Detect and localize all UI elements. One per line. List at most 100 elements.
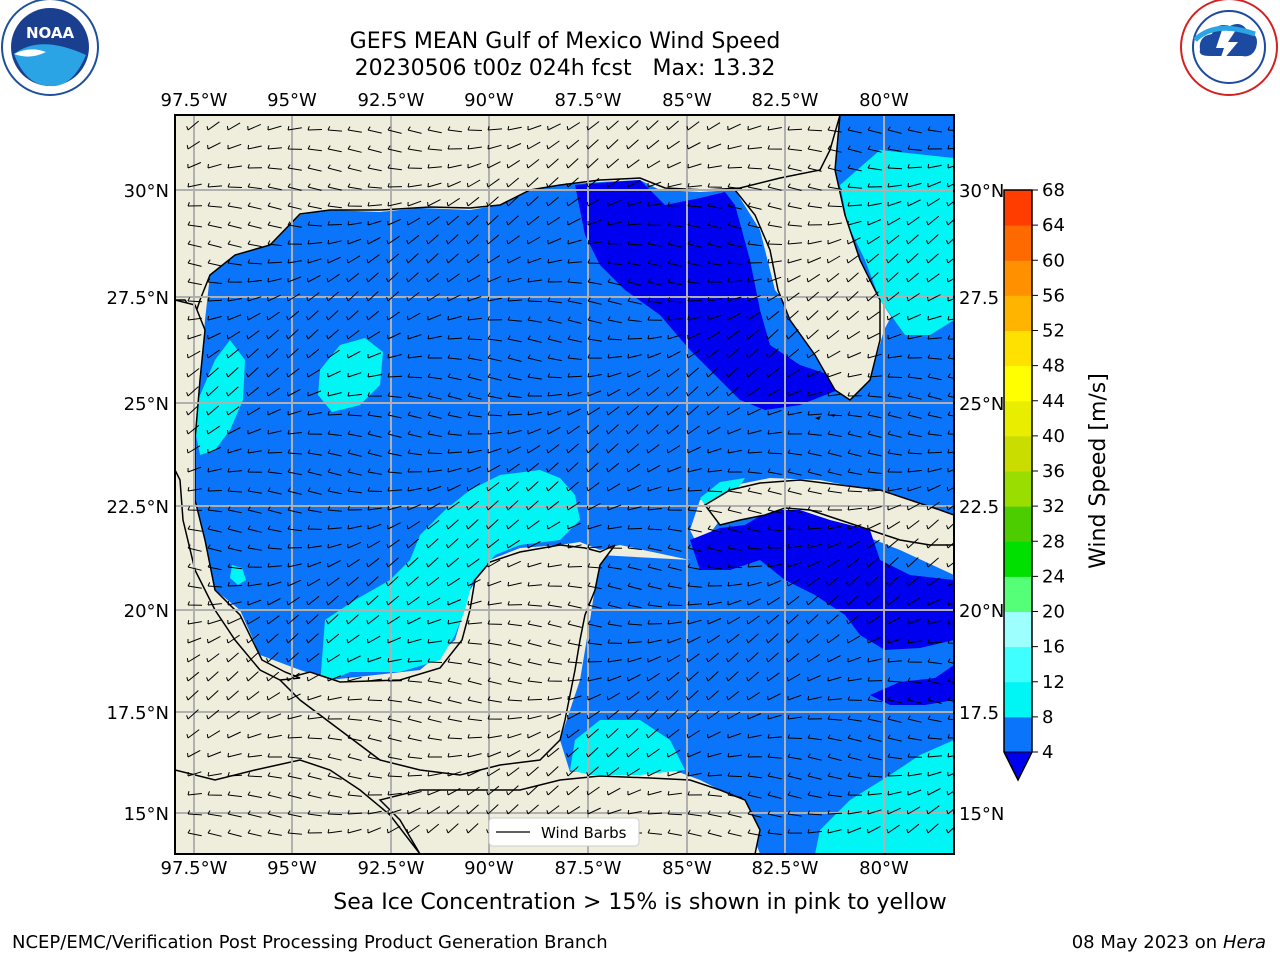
colorbar-frame xyxy=(1003,189,1033,782)
land-mexico-south xyxy=(175,115,421,854)
noaa-logo-text: NOAA xyxy=(26,24,75,42)
lon-label: 87.5°W xyxy=(555,858,622,879)
lon-label: 80°W xyxy=(859,90,909,111)
lat-label: 25°N xyxy=(124,394,169,415)
colorbar-segment xyxy=(1004,611,1032,648)
calm-zone-caribbean xyxy=(870,665,954,705)
colorbar-segment xyxy=(1004,646,1032,683)
colorbar-segment xyxy=(1004,400,1032,437)
footer-date: 08 May 2023 on Hera xyxy=(1072,932,1266,953)
lon-label: 97.5°W xyxy=(161,858,228,879)
lon-label: 95°W xyxy=(267,858,317,879)
colorbar-segment xyxy=(1004,225,1032,261)
lat-label: 22.5°N xyxy=(106,497,169,518)
colorbar-segment xyxy=(1004,681,1032,718)
lat-label: 25°N xyxy=(959,394,1004,415)
wind-barb-field xyxy=(186,120,954,837)
lon-label: 90°W xyxy=(464,858,514,879)
lon-label: 97.5°W xyxy=(161,90,228,111)
lat-label: 15°N xyxy=(124,804,169,825)
lon-label: 92.5°W xyxy=(358,90,425,111)
land-cuba xyxy=(703,479,954,546)
colorbar-segment xyxy=(1004,260,1032,296)
lat-label: 22.5 xyxy=(959,497,999,518)
footer-credit: NCEP/EMC/Verification Post Processing Pr… xyxy=(12,932,608,953)
colorbar-tick-label: 40 xyxy=(1042,426,1065,447)
title-line2: 20230506 t00z 024h fcst Max: 13.32 xyxy=(355,56,776,81)
legend-label: Wind Barbs xyxy=(541,824,627,842)
map-legend: Wind Barbs xyxy=(488,817,640,847)
colorbar-segment xyxy=(1004,576,1032,612)
lat-label: 17.5 xyxy=(959,703,999,724)
lat-label: 17.5°N xyxy=(106,703,169,724)
colorbar-tick-label: 36 xyxy=(1042,461,1065,482)
colorbar-segment xyxy=(1004,365,1032,402)
wind-zone-bay-of-campeche xyxy=(320,470,580,685)
lon-label: 92.5°W xyxy=(358,858,425,879)
colorbar-tick-label: 32 xyxy=(1042,496,1065,517)
noaa-logo-icon: NOAA xyxy=(1,0,99,96)
land-yucatan xyxy=(278,544,616,776)
lon-label: 90°W xyxy=(464,90,514,111)
colorbar-tick-label: 44 xyxy=(1042,391,1065,412)
colorbar-tick-label: 20 xyxy=(1042,602,1065,623)
colorbar-tick-label: 28 xyxy=(1042,531,1065,552)
colorbar-tick-label: 12 xyxy=(1042,672,1065,693)
colorbar-tick-label: 48 xyxy=(1042,356,1065,377)
wind-zone-florida-east xyxy=(840,150,954,335)
sea-ice-note: Sea Ice Concentration > 15% is shown in … xyxy=(333,890,947,915)
colorbar-tick-label: 56 xyxy=(1042,285,1065,306)
lon-label: 82.5°W xyxy=(752,90,819,111)
lon-label: 85°W xyxy=(662,858,712,879)
colorbar-segment xyxy=(1004,295,1032,331)
calm-zone-cuba xyxy=(690,510,954,650)
footer-date-text: 08 May 2023 on xyxy=(1071,932,1218,953)
lon-label: 95°W xyxy=(267,90,317,111)
lon-label: 85°W xyxy=(662,90,712,111)
colorbar-segment xyxy=(1004,541,1032,577)
map-grid xyxy=(175,115,954,854)
lon-labels-top: 97.5°W 95°W 92.5°W 90°W 87.5°W 85°W 82.5… xyxy=(161,90,909,111)
land-mexico-west xyxy=(175,299,301,681)
wind-zone-honduras xyxy=(570,720,685,775)
lat-labels-right: 30°N 27.5 25°N 22.5 20°N 17.5 15°N xyxy=(959,181,1004,825)
nws-logo-icon xyxy=(1180,0,1278,96)
footer-machine: Hera xyxy=(1222,932,1266,953)
land-cayman-marks xyxy=(815,414,835,420)
lat-label: 20°N xyxy=(959,601,1004,622)
lat-label: 27.5 xyxy=(959,288,999,309)
wind-zone-small-cell xyxy=(230,565,246,585)
colorbar-tick-label: 68 xyxy=(1042,180,1065,201)
colorbar-segment xyxy=(1004,190,1032,226)
map-border xyxy=(174,114,955,855)
calm-zone-east-gulf xyxy=(575,180,838,410)
colorbar-tick-label: 16 xyxy=(1042,637,1065,658)
colorbar-tick-label: 64 xyxy=(1042,215,1065,236)
colorbar-segment xyxy=(1004,471,1032,507)
title-line1: GEFS MEAN Gulf of Mexico Wind Speed xyxy=(350,29,781,54)
lon-label: 80°W xyxy=(859,858,909,879)
lat-label: 15°N xyxy=(959,804,1004,825)
map-area xyxy=(175,115,954,854)
lat-label: 20°N xyxy=(124,601,169,622)
colorbar-extend xyxy=(1003,751,1033,782)
lon-label: 87.5°W xyxy=(555,90,622,111)
colorbar-label: Wind Speed [m/s] xyxy=(1086,373,1111,569)
lat-label: 27.5°N xyxy=(106,288,169,309)
lat-label: 30°N xyxy=(959,181,1004,202)
colorbar-segment xyxy=(1004,506,1032,542)
lat-labels-left: 30°N 27.5°N 25°N 22.5°N 20°N 17.5°N 15°N xyxy=(106,181,169,825)
lon-label: 82.5°W xyxy=(752,858,819,879)
colorbar-segment xyxy=(1004,435,1032,472)
lon-labels-bottom: 97.5°W 95°W 92.5°W 90°W 87.5°W 85°W 82.5… xyxy=(161,858,909,879)
colorbar-tick-label: 8 xyxy=(1042,707,1053,728)
colorbar-tick-label: 24 xyxy=(1042,566,1065,587)
gulf-water xyxy=(195,150,954,680)
lat-label: 30°N xyxy=(124,181,169,202)
wind-zone-west-gulf xyxy=(195,340,245,455)
land-central-america xyxy=(378,775,761,854)
colorbar-tick-label: 60 xyxy=(1042,250,1065,271)
colorbar-segment xyxy=(1004,716,1032,753)
